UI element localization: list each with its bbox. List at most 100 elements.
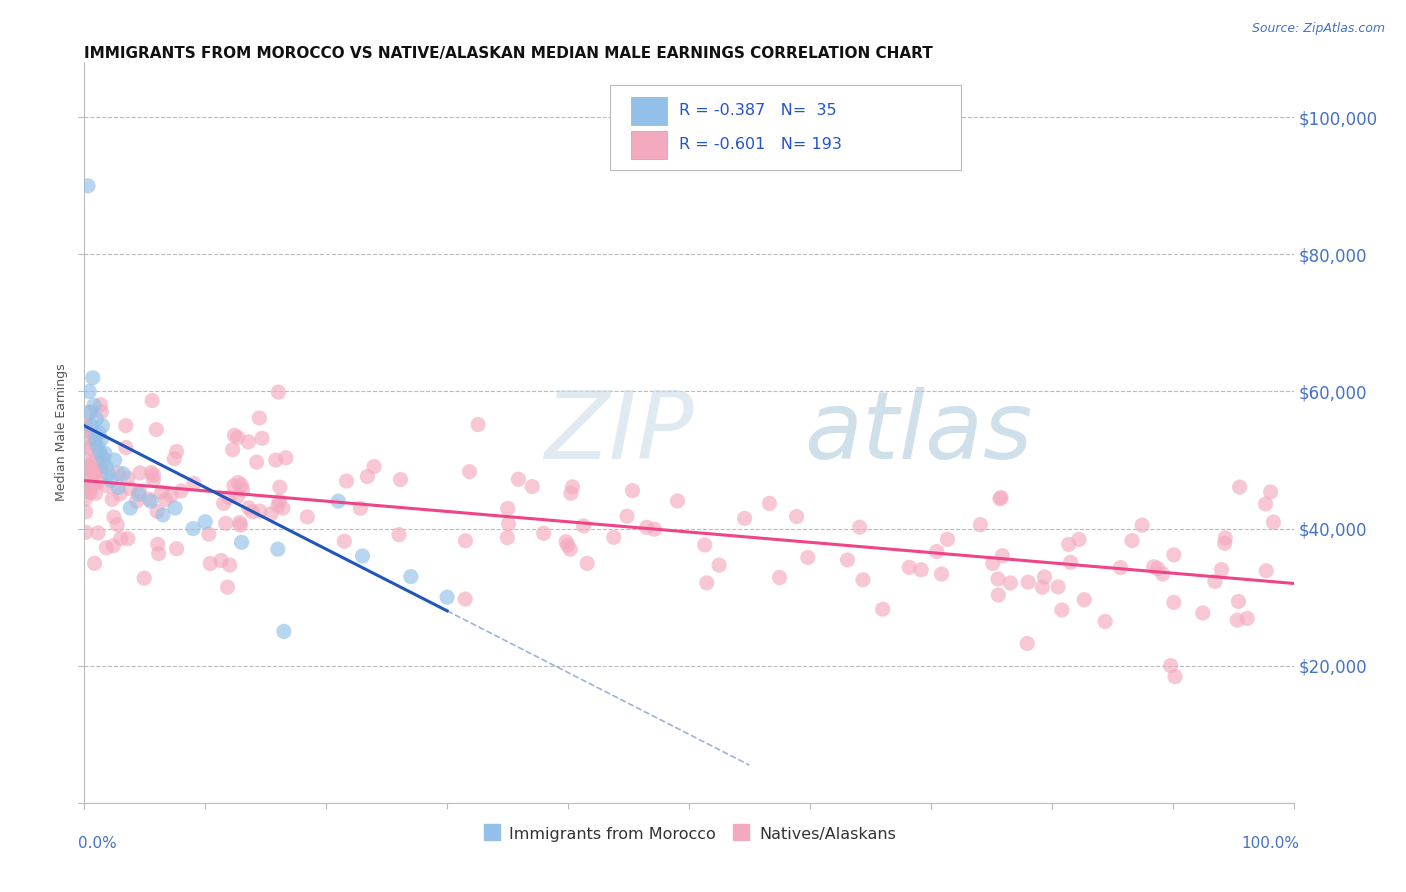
Text: Source: ZipAtlas.com: Source: ZipAtlas.com xyxy=(1251,22,1385,36)
Point xyxy=(83,453,105,467)
Point xyxy=(496,531,519,545)
FancyBboxPatch shape xyxy=(631,97,668,126)
Point xyxy=(87,475,110,490)
Point xyxy=(1263,515,1285,529)
Point xyxy=(936,533,959,547)
Point xyxy=(107,466,129,480)
Point xyxy=(1050,603,1073,617)
Point xyxy=(75,491,97,506)
Point xyxy=(90,405,112,419)
Point xyxy=(267,385,290,400)
Point xyxy=(165,501,187,516)
Point xyxy=(454,533,477,548)
Point xyxy=(1213,536,1236,550)
Point xyxy=(240,505,263,519)
Point xyxy=(75,419,97,434)
Point xyxy=(758,496,780,510)
Point xyxy=(222,479,245,493)
Point xyxy=(987,572,1010,586)
Point xyxy=(183,476,205,491)
Point xyxy=(96,479,118,493)
Point xyxy=(910,563,932,577)
Point xyxy=(166,444,188,458)
Point xyxy=(872,602,894,616)
Point xyxy=(226,490,249,504)
Point xyxy=(155,492,177,507)
Point xyxy=(636,520,658,534)
Point xyxy=(603,530,626,544)
Point xyxy=(134,571,156,585)
Point xyxy=(77,178,100,193)
Point xyxy=(533,526,555,541)
Point xyxy=(128,487,150,501)
Point xyxy=(267,542,290,557)
Point xyxy=(103,539,125,553)
Point xyxy=(115,441,138,455)
Point xyxy=(90,463,112,477)
Text: R = -0.601   N= 193: R = -0.601 N= 193 xyxy=(679,137,842,153)
Point xyxy=(1204,574,1226,589)
Text: ZIP: ZIP xyxy=(544,387,693,478)
Point xyxy=(969,517,991,532)
Point xyxy=(1067,533,1090,547)
Point xyxy=(82,371,104,385)
Point xyxy=(224,428,246,442)
Point xyxy=(80,418,103,433)
Point xyxy=(572,519,595,533)
Point xyxy=(87,525,110,540)
Point xyxy=(160,488,183,502)
Point xyxy=(181,522,204,536)
Point xyxy=(75,472,97,486)
Point xyxy=(79,405,101,419)
Point xyxy=(271,501,294,516)
Point xyxy=(621,483,644,498)
Point xyxy=(142,468,165,483)
Point xyxy=(101,492,124,507)
Point xyxy=(247,411,270,425)
Point xyxy=(576,557,599,571)
Point xyxy=(125,494,148,508)
Point xyxy=(87,425,110,440)
FancyBboxPatch shape xyxy=(610,85,962,169)
Point xyxy=(114,418,136,433)
Point xyxy=(105,517,128,532)
Point xyxy=(146,537,169,551)
Point xyxy=(84,486,107,500)
Point xyxy=(75,505,97,519)
Point xyxy=(522,480,544,494)
Point xyxy=(75,479,97,493)
Point xyxy=(229,518,252,533)
Point xyxy=(163,451,186,466)
Point xyxy=(107,480,129,494)
Point xyxy=(981,557,1004,571)
Point xyxy=(1143,559,1166,574)
Point xyxy=(1227,594,1250,608)
Point xyxy=(1152,567,1174,582)
Point xyxy=(987,588,1010,602)
Point xyxy=(94,459,117,474)
Point xyxy=(170,483,193,498)
Point xyxy=(218,558,240,573)
Point xyxy=(1236,611,1258,625)
Point xyxy=(83,435,105,450)
Point xyxy=(75,525,97,540)
Point xyxy=(77,458,100,473)
Point xyxy=(734,511,756,525)
Point xyxy=(89,446,111,460)
Point xyxy=(561,480,583,494)
Point xyxy=(84,433,107,447)
Point xyxy=(560,542,582,557)
Point xyxy=(117,471,139,485)
Point xyxy=(77,484,100,499)
Point xyxy=(852,573,875,587)
Point xyxy=(1031,580,1053,594)
Y-axis label: Median Male Earnings: Median Male Earnings xyxy=(55,364,69,501)
Point xyxy=(925,544,948,558)
Point xyxy=(246,455,269,469)
Point xyxy=(1094,615,1116,629)
Point xyxy=(988,491,1011,506)
Point xyxy=(560,486,582,500)
Point xyxy=(212,496,235,510)
Point xyxy=(104,453,127,467)
Point xyxy=(217,580,239,594)
